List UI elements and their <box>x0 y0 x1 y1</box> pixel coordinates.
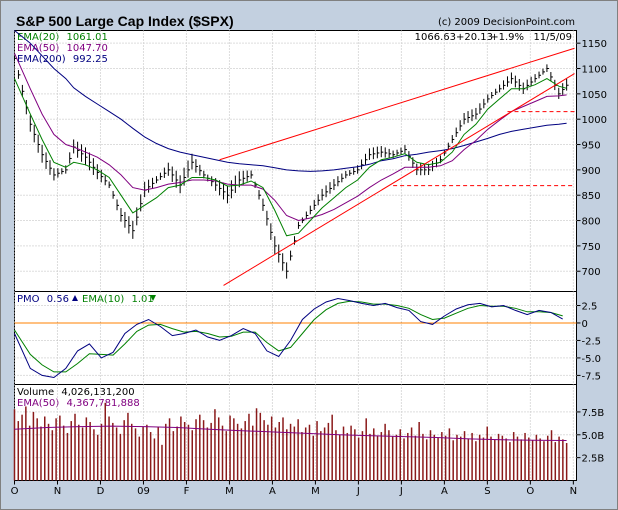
pmo-panel <box>14 291 577 385</box>
chart-title: S&P 500 Large Cap Index ($SPX) <box>16 13 234 29</box>
legend-pmo-ema-value: 1.01 <box>132 294 154 305</box>
pmo-tick-label: 0 <box>582 319 588 330</box>
x-tick-label: 09 <box>137 486 150 497</box>
price-tick-label: 850 <box>582 191 601 202</box>
x-tick-label: A <box>269 486 276 497</box>
volume-tick-label: 5.0B <box>582 431 605 442</box>
quote-date: 11/5/09 <box>533 32 572 43</box>
legend-volume: Volume 4,026,131,200 <box>17 387 135 398</box>
legend-ema200: EMA(200) 992.25 <box>17 54 108 65</box>
price-layer <box>14 30 575 286</box>
x-tick-label: M <box>225 486 234 497</box>
legend-pmo-label: PMO <box>17 294 40 305</box>
price-tick-label: 700 <box>582 267 601 278</box>
copyright: (c) 2009 DecisionPoint.com <box>438 17 575 28</box>
legend-pmo-ema: EMA(10) 1.01 <box>82 294 154 305</box>
pmo-tick-label: 2.5 <box>582 301 598 312</box>
price-tick-label: 1100 <box>582 65 607 76</box>
legend-volume-label: Volume <box>17 387 54 398</box>
price-tick-label: 800 <box>582 217 601 228</box>
volume-legend: Volume 4,026,131,200 EMA(50) 4,367,781,8… <box>17 387 140 409</box>
x-tick-label: J <box>399 486 403 497</box>
pmo-tick-label: -7.5 <box>582 371 602 382</box>
pmo-layer <box>14 297 577 379</box>
pmo-line <box>14 297 563 379</box>
x-tick-label: M <box>311 486 320 497</box>
pmo-ema-down-arrow-icon <box>150 295 156 301</box>
volume-tick-label: 2.5B <box>582 454 605 465</box>
x-tick-label: D <box>97 486 105 497</box>
legend-ema50: EMA(50) 1047.70 <box>17 43 108 54</box>
price-legend: EMA(20) 1061.01 EMA(50) 1047.70 EMA(200)… <box>17 32 108 65</box>
trendline-lower-channel <box>223 73 575 286</box>
price-panel <box>14 30 577 292</box>
quote-pct: +1.9% <box>490 32 524 43</box>
ema200-line <box>14 30 567 172</box>
legend-ema50-label: EMA(50) <box>17 43 59 54</box>
legend-pmo: PMO 0.56 <box>17 294 69 305</box>
volume-layer <box>13 402 568 481</box>
pmo-tick-label: -2.5 <box>582 336 602 347</box>
legend-pmo-value: 0.56 <box>47 294 69 305</box>
price-tick-label: 900 <box>582 166 601 177</box>
legend-ema50-value: 1047.70 <box>67 43 108 54</box>
legend-ema20-value: 1061.01 <box>67 32 108 43</box>
volume-ema-line <box>14 425 567 441</box>
x-tick-label: F <box>184 486 190 497</box>
quote-last: 1066.63 <box>415 32 456 43</box>
pmo-legend: PMO 0.56 EMA(10) 1.01 <box>17 294 156 305</box>
legend-volume-ema-value: 4,367,781,888 <box>67 398 140 409</box>
legend-volume-value: 4,026,131,200 <box>61 387 134 398</box>
trendline-upper-channel <box>219 47 575 161</box>
volume-tick-label: 7.5B <box>582 408 605 419</box>
legend-ema20: EMA(20) 1061.01 <box>17 32 108 43</box>
x-tick-label: J <box>356 486 360 497</box>
x-tick-label: O <box>11 486 19 497</box>
price-tick-label: 1000 <box>582 115 607 126</box>
x-tick-label: O <box>526 486 534 497</box>
legend-ema200-label: EMA(200) <box>17 54 66 65</box>
price-tick-label: 1050 <box>582 90 607 101</box>
legend-volume-ema: EMA(50) 4,367,781,888 <box>17 398 140 409</box>
axis-layer: O N D 09 F M A M J J A S O N 700 750 800 850 900 950 1000 105… <box>11 39 607 497</box>
quote-readout: 1066.63 +20.13 +1.9% 11/5/09 <box>415 32 572 43</box>
pmo-up-arrow-icon <box>72 295 78 301</box>
price-tick-label: 950 <box>582 141 601 152</box>
legend-volume-ema-label: EMA(50) <box>17 398 59 409</box>
x-tick-label: N <box>570 486 577 497</box>
price-tick-label: 1150 <box>582 39 607 50</box>
legend-ema200-value: 992.25 <box>73 54 108 65</box>
x-tick-label: N <box>54 486 61 497</box>
legend-pmo-ema-label: EMA(10) <box>82 294 124 305</box>
pmo-tick-label: -5.0 <box>582 354 602 365</box>
ema20-line <box>14 78 567 237</box>
legend-ema20-label: EMA(20) <box>17 32 59 43</box>
ema50-line <box>14 53 567 222</box>
price-tick-label: 750 <box>582 242 601 253</box>
pmo-ema-line <box>14 300 563 373</box>
quote-change: +20.13 <box>456 32 493 43</box>
x-tick-label: A <box>441 486 448 497</box>
x-tick-label: S <box>484 486 490 497</box>
